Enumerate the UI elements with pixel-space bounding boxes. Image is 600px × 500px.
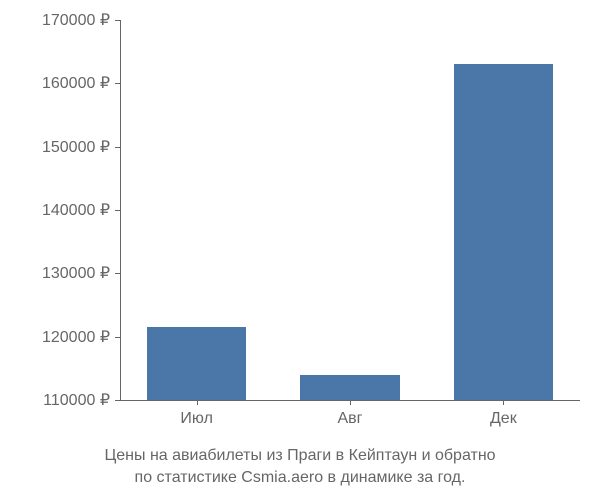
x-tick-mark — [503, 400, 504, 405]
y-tick-mark — [115, 273, 120, 274]
y-tick-mark — [115, 337, 120, 338]
x-tick-label: Июл — [180, 410, 212, 428]
y-tick-label: 140000 ₽ — [42, 200, 110, 220]
price-chart: 110000 ₽ 120000 ₽ 130000 ₽ 140000 ₽ 150000 ₽… — [0, 0, 600, 500]
y-tick-mark — [115, 400, 120, 401]
bar — [147, 327, 247, 400]
x-tick-mark — [350, 400, 351, 405]
bar — [454, 64, 554, 400]
x-tick-label: Авг — [337, 410, 362, 428]
caption-line-1: Цены на авиабилеты из Праги в Кейптаун и… — [104, 447, 495, 464]
y-tick-label: 160000 ₽ — [42, 73, 110, 93]
y-tick-label: 130000 ₽ — [42, 263, 110, 283]
y-tick-mark — [115, 147, 120, 148]
chart-caption: Цены на авиабилеты из Праги в Кейптаун и… — [0, 445, 600, 490]
x-tick-label: Дек — [490, 410, 517, 428]
bar — [300, 375, 400, 400]
y-tick-label: 150000 ₽ — [42, 137, 110, 157]
y-axis-line — [120, 20, 121, 400]
y-tick-label: 170000 ₽ — [42, 10, 110, 30]
y-tick-label: 120000 ₽ — [42, 327, 110, 347]
y-tick-mark — [115, 20, 120, 21]
y-tick-mark — [115, 210, 120, 211]
y-tick-mark — [115, 83, 120, 84]
y-tick-label: 110000 ₽ — [43, 390, 110, 410]
caption-line-2: по статистике Csmia.aero в динамике за г… — [135, 469, 466, 486]
x-tick-mark — [197, 400, 198, 405]
